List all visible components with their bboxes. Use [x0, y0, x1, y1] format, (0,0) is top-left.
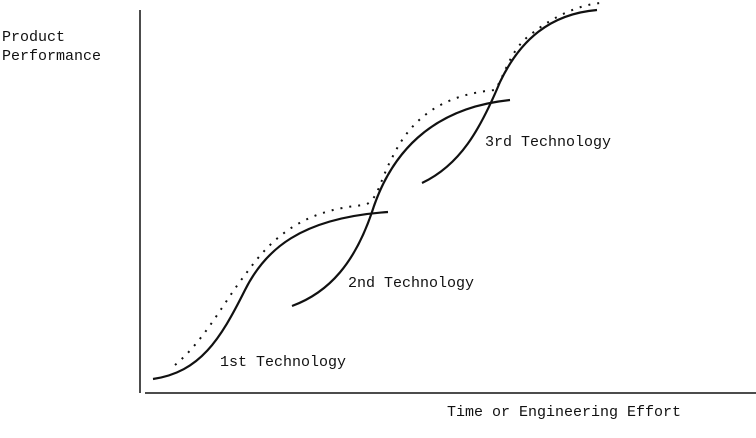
x-axis-label: Time or Engineering Effort — [447, 404, 681, 421]
curve-2nd — [291, 98, 511, 308]
curve-3rd — [421, 8, 598, 184]
curve-1st — [152, 210, 389, 381]
envelope-curve — [174, 2, 601, 366]
y-axis-label: Product — [2, 29, 65, 46]
curve-label: 1st Technology — [220, 354, 346, 371]
y-axis-label: Performance — [2, 48, 101, 65]
curve-label: 2nd Technology — [348, 275, 474, 292]
curve-label: 3rd Technology — [485, 134, 611, 151]
